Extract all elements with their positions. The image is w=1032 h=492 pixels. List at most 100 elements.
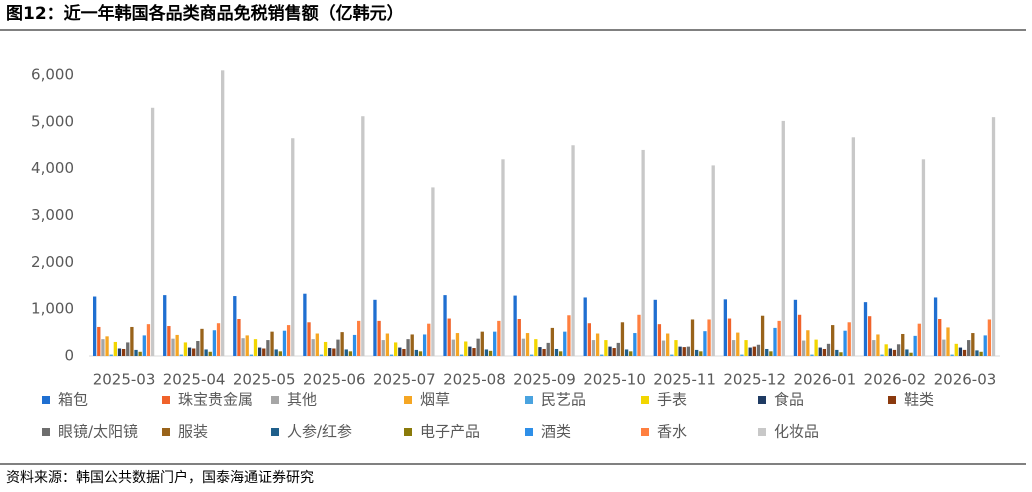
bar [542,348,546,356]
bar [822,348,827,356]
bar [958,347,963,356]
bar [806,330,810,356]
y-tick-label: 6,000 [31,66,74,84]
source: 资料来源：韩国公共数据门户，国泰海通证券研究 [6,469,314,486]
bar [167,326,171,356]
x-tick-label: 2025-12 [723,371,786,389]
bar [431,187,435,356]
bar [550,327,555,356]
bar [493,331,497,356]
bar [699,351,703,356]
x-tick-label: 2025-11 [653,371,716,389]
legend-swatch [404,428,412,436]
bar [398,347,402,356]
bar [472,348,476,356]
bar [332,348,336,356]
legend-swatch [271,396,279,404]
bar [130,326,134,356]
bar [637,314,641,356]
bar [892,349,897,356]
bar [517,319,521,356]
bar [344,349,348,356]
bar [756,344,761,356]
bar [839,352,843,356]
bar [534,339,538,356]
bar [620,322,625,356]
bar [241,338,245,356]
bar [101,339,105,356]
bar [979,351,983,356]
legend-swatch [162,396,170,404]
x-tick-label: 2025-09 [513,371,576,389]
bar [571,145,575,356]
bar [410,334,414,356]
y-tick-label: 1,000 [31,300,74,318]
bar [282,330,287,356]
bar [690,319,695,356]
bar [187,347,192,356]
bar [414,349,419,356]
bar [991,117,996,357]
bar [546,342,550,356]
legend-label: 眼镜/太阳镜 [58,423,138,441]
bar [587,323,591,356]
bar [942,339,946,356]
legend-label: 酒类 [541,423,571,441]
bar [600,354,604,356]
bar [863,302,868,356]
bar [406,339,410,356]
bar [793,299,798,356]
chart-title: 图12：近一年韩国各品类商品免税销售额（亿韩元） [6,3,404,24]
legend-label: 民艺品 [541,391,586,409]
bar [183,342,188,356]
legend-label: 箱包 [58,391,88,409]
bar [319,354,324,356]
bar [707,319,711,356]
bar [233,296,237,356]
bar [468,346,472,356]
bar [954,343,958,356]
bar [727,318,732,356]
y-tick-label: 4,000 [31,159,74,177]
bar [678,346,682,356]
bar [695,349,699,356]
bar [245,335,249,356]
bar [711,165,715,356]
legend-swatch [42,396,50,404]
bar [373,299,377,356]
bar [629,351,633,356]
bar [682,347,686,356]
bar [604,340,608,356]
bar [740,354,744,356]
bar [455,333,460,356]
bar [653,299,657,356]
legend-swatch [641,428,649,436]
bar [315,333,319,356]
x-tick-label: 2025-06 [303,371,366,389]
bar [286,325,291,356]
legend-label: 食品 [774,391,804,409]
x-tick-label: 2026-03 [934,371,997,389]
legend-label: 香水 [657,423,687,441]
bar [748,347,752,356]
bar [851,137,856,356]
bar [583,297,587,356]
bar [476,338,480,356]
x-tick-label: 2026-02 [864,371,927,389]
bar [357,320,361,356]
bar [262,348,266,356]
bar [933,297,938,356]
bar [975,350,979,356]
bar [257,347,262,356]
bar [777,320,781,356]
bar [274,349,278,356]
legend-swatch [271,428,279,436]
x-tick-label: 2025-04 [163,371,226,389]
bar [703,331,707,356]
bar [221,70,225,357]
bar [323,341,328,356]
bar [896,344,901,356]
bar [513,295,517,356]
legend-label: 其他 [287,391,317,409]
